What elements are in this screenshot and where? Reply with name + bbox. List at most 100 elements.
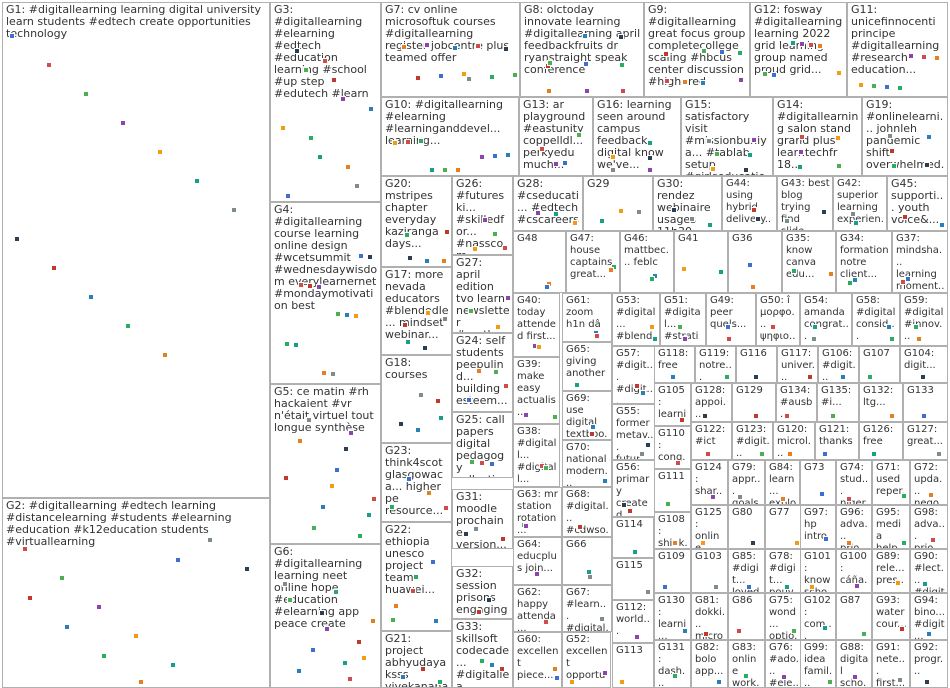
node-icon — [640, 390, 646, 396]
group-box-g108: G108: shink... edge... — [654, 512, 691, 549]
node-icon — [632, 549, 638, 555]
group-label-g78: G78: #digit... pouv... — [769, 551, 797, 593]
node-icon — [370, 618, 376, 624]
node-icon — [398, 421, 404, 427]
node-icon — [587, 574, 593, 580]
group-box-g99: G99: idea famil... — [800, 640, 836, 688]
node-icon — [747, 152, 753, 158]
group-label-g40: G40: today attended first... — [517, 295, 556, 342]
group-label-g15: G15: satisfactory visit #missionbuniya..… — [685, 98, 767, 176]
node-icon — [83, 91, 89, 97]
node-icon — [618, 34, 624, 40]
group-label-g120: G120: microl... — [777, 424, 811, 459]
node-icon — [435, 398, 441, 404]
group-label-g16: G16: learning seen around campus feedbac… — [597, 98, 672, 171]
node-icon — [479, 658, 485, 664]
group-box-g69: G69: use digital textboo... — [562, 391, 612, 440]
node-icon — [702, 413, 708, 419]
group-box-g87: G87 — [836, 593, 872, 640]
node-icon — [512, 72, 518, 78]
node-icon — [358, 253, 364, 259]
node-icon — [297, 438, 303, 444]
node-icon — [329, 483, 335, 489]
node-icon — [310, 647, 316, 653]
group-label-g60: G60: excellent piece... — [517, 634, 559, 681]
node-icon — [681, 266, 687, 272]
group-label-g94: G94: bino... #digit... — [914, 595, 948, 640]
node-icon — [503, 46, 509, 52]
group-box-g41: G41 — [674, 231, 728, 293]
group-label-g117: G117: univer... — [781, 348, 815, 383]
node-icon — [468, 308, 474, 314]
node-icon — [443, 505, 449, 511]
group-label-g133: G133 — [907, 385, 934, 396]
node-icon — [889, 413, 895, 419]
node-icon — [753, 413, 759, 419]
node-icon — [505, 152, 511, 158]
group-box-g115: G115 — [612, 558, 654, 600]
node-icon — [473, 526, 479, 532]
node-icon — [499, 666, 505, 672]
node-icon — [170, 662, 176, 668]
group-label-g27: G27: april edition tvo learn newsletter … — [456, 256, 510, 333]
node-icon — [367, 254, 373, 260]
group-box-g113: G113 — [612, 643, 654, 688]
node-icon — [162, 352, 168, 358]
group-box-g11: G11: unicefinnocenti principe #digitalle… — [847, 2, 948, 97]
group-label-g43: G43: best blog trying find slide... — [781, 178, 830, 230]
node-icon — [718, 269, 724, 275]
group-box-g89: G89: rele... pres... — [872, 549, 910, 593]
group-label-g22: G22: ethiopia unesco project team huawei… — [385, 523, 435, 596]
node-icon — [850, 211, 856, 217]
node-icon — [847, 280, 853, 286]
group-label-g83: G83: online work... — [732, 642, 760, 688]
group-box-g123: G123: #digit... — [732, 422, 773, 460]
group-box-g91: G91: nete... first... — [872, 640, 910, 688]
node-icon — [429, 167, 435, 173]
node-icon — [452, 45, 458, 51]
node-icon — [750, 540, 756, 546]
group-box-g130: G130: learni... world... — [654, 593, 691, 640]
group-label-g91: G91: nete... first... — [876, 642, 906, 688]
node-icon — [854, 583, 860, 589]
node-icon — [574, 382, 580, 388]
node-icon — [523, 412, 529, 418]
group-box-g95: G95: media help... — [872, 505, 910, 549]
group-label-g87: G87 — [840, 595, 861, 606]
group-label-g35: G35: know canva edu... — [786, 233, 820, 280]
group-box-g34: G34: formation notre client... — [836, 231, 892, 293]
node-icon — [930, 537, 936, 543]
node-icon — [415, 427, 421, 433]
node-icon — [662, 584, 668, 590]
group-label-g82: G82: bolo app... — [695, 642, 724, 677]
group-label-g42: G42: superior learning experien... — [837, 178, 884, 230]
node-icon — [823, 536, 829, 542]
node-icon — [897, 85, 903, 91]
group-label-g76: G76: #ado... #ele... — [769, 642, 799, 688]
node-icon — [284, 341, 290, 347]
node-icon — [553, 161, 559, 167]
group-label-g93: G93: water cour... — [876, 595, 908, 630]
group-box-g29: G29 — [583, 176, 653, 231]
group-box-g42: G42: superior learning experien... — [833, 176, 887, 231]
node-icon — [389, 504, 395, 510]
group-label-g46: G46: mattbec... feblc — [624, 233, 669, 268]
group-box-g51: G51: #digital... #stratic... — [660, 293, 706, 346]
node-icon — [544, 284, 550, 290]
group-box-g56: G56: primary created scratc... — [612, 460, 657, 517]
node-icon — [672, 673, 678, 679]
node-icon — [808, 42, 814, 48]
group-label-g89: G89: rele... pres... — [876, 551, 908, 593]
group-box-g36: G36 — [728, 231, 782, 293]
node-icon — [853, 220, 859, 226]
group-box-g70: G70: national modern... — [562, 440, 612, 487]
group-label-g7: G7: cv online microsoftuk courses #digit… — [385, 3, 513, 64]
group-box-g59: G59: #digital #innov... — [900, 293, 948, 346]
node-icon — [714, 151, 720, 157]
node-icon — [479, 460, 485, 466]
node-icon — [812, 324, 818, 330]
node-icon — [784, 218, 790, 224]
node-icon — [751, 207, 757, 213]
node-icon — [455, 167, 461, 173]
node-icon — [46, 62, 52, 68]
